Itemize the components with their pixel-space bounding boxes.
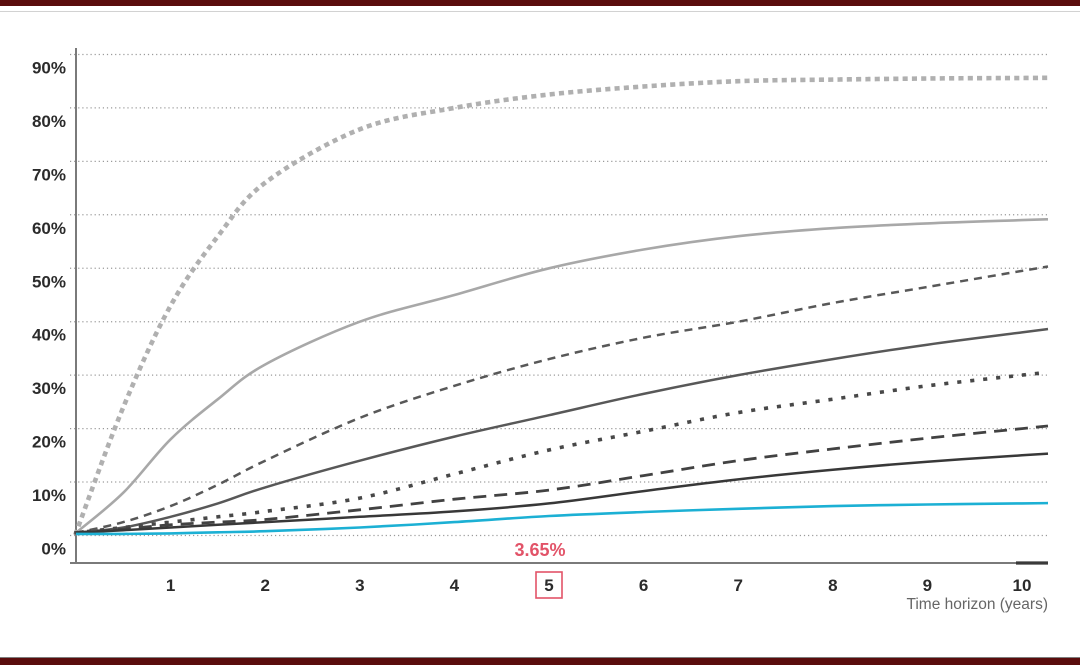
top-rule-line xyxy=(0,11,1080,12)
y-tick-label-30%: 30% xyxy=(32,379,66,398)
series-dark-gray-solid-lower xyxy=(75,452,1049,535)
y-tick-label-10%: 10% xyxy=(32,486,66,505)
x-tick-label-9: 9 xyxy=(923,576,932,595)
series-dark-gray-solid-upper xyxy=(75,327,1049,535)
bottom-border-bar xyxy=(0,658,1080,665)
highlighted-tick-box xyxy=(535,571,563,599)
x-tick-label-1: 1 xyxy=(166,576,175,595)
bottom-rule-line xyxy=(0,657,1080,658)
x-axis-title: Time horizon (years) xyxy=(906,596,1048,613)
series-group xyxy=(73,75,1051,536)
x-tick-label-6: 6 xyxy=(639,576,648,595)
x-tick-label-5: 5 xyxy=(544,576,553,595)
x-tick-label-8: 8 xyxy=(828,576,837,595)
gridlines-group xyxy=(70,53,1048,537)
x-tick-label-4: 4 xyxy=(450,576,460,595)
y-tick-label-40%: 40% xyxy=(32,326,66,345)
series-dark-gray-long-dashed xyxy=(75,424,1049,535)
y-tick-label-70%: 70% xyxy=(32,165,66,184)
top-border-bar xyxy=(0,0,1080,6)
series-blue-solid xyxy=(75,501,1049,536)
y-tick-label-0%: 0% xyxy=(41,540,66,559)
y-tick-label-20%: 20% xyxy=(32,433,66,452)
series-dark-gray-dashed xyxy=(75,265,1049,535)
y-tick-label-90%: 90% xyxy=(32,58,66,77)
y-tick-label-60%: 60% xyxy=(32,219,66,238)
series-light-gray-large-dotted xyxy=(73,75,1051,536)
x-tick-labels-group: 1 2 3 4 5 6 7 8 9 10 xyxy=(166,571,1032,599)
annotation-value-label: 3.65% xyxy=(514,540,565,560)
x-tick-label-10: 10 xyxy=(1013,576,1032,595)
series-light-gray-solid xyxy=(75,218,1049,534)
y-tick-label-80%: 80% xyxy=(32,112,66,131)
x-tick-label-2: 2 xyxy=(260,576,269,595)
x-tick-label-3: 3 xyxy=(355,576,364,595)
y-tick-label-50%: 50% xyxy=(32,272,66,291)
y-tick-labels-group: 0% 10% 20% 30% 40% 50% 60% 70% 80% 90% xyxy=(32,58,66,558)
x-tick-label-7: 7 xyxy=(733,576,742,595)
